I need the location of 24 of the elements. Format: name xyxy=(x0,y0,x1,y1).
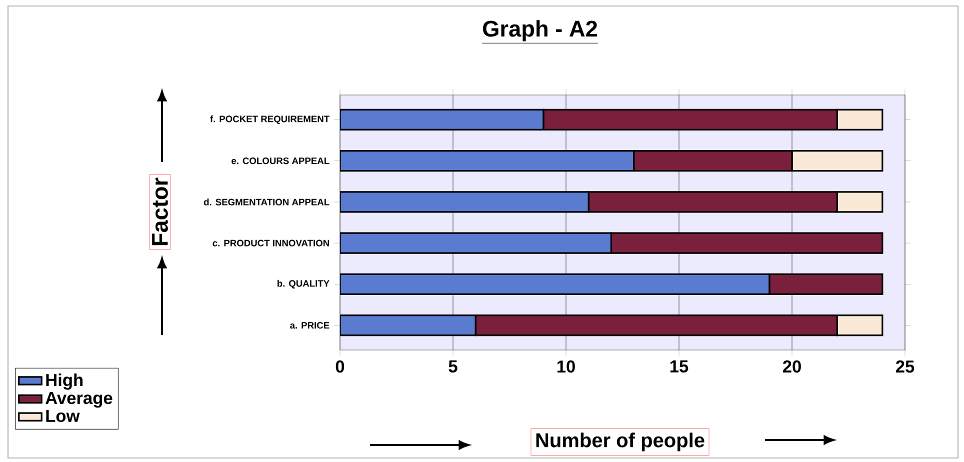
y-tick-label: d. SEGMENTATION APPEAL xyxy=(204,198,330,206)
legend-label: Low xyxy=(46,410,80,422)
y-tick-label: b. QUALITY xyxy=(277,280,330,288)
legend-label: Average xyxy=(46,392,112,408)
y-tick-label: a. PRICE xyxy=(290,322,330,329)
x-tick-label: 15 xyxy=(670,360,688,372)
x-tick-label: 20 xyxy=(782,360,801,373)
bar xyxy=(340,273,770,295)
y-tick-label: f. POCKET REQUIREMENT xyxy=(210,115,330,124)
chart-title: Graph - A2 xyxy=(482,20,598,42)
bar xyxy=(340,150,635,172)
bar xyxy=(340,314,476,336)
y-tick-label: e. COLOURS APPEAL xyxy=(232,158,330,164)
x-tick-label: 10 xyxy=(557,360,575,373)
x-tick-label: 5 xyxy=(448,360,458,372)
bar xyxy=(340,232,612,254)
y-axis-title: Factor xyxy=(152,178,168,246)
bar xyxy=(340,108,544,130)
x-tick-label: 0 xyxy=(336,360,344,373)
x-tick-label: 25 xyxy=(896,360,914,373)
bar xyxy=(340,191,590,213)
y-tick-label: c. PRODUCT INNOVATION xyxy=(212,240,329,246)
legend-label: High xyxy=(46,373,83,390)
x-axis-title: Number of people xyxy=(536,432,704,452)
